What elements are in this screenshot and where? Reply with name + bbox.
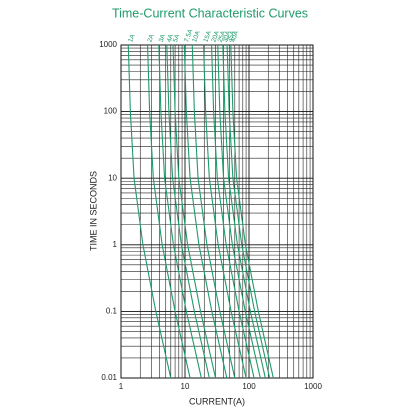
curve	[211, 44, 255, 379]
legend-label: 25A	[217, 29, 228, 43]
curve	[127, 44, 172, 379]
legend-label: 7.5A	[183, 28, 194, 44]
y-tick-label: 1	[113, 240, 118, 249]
legend-label: 4A	[166, 33, 176, 43]
x-tick-label: 100	[242, 382, 256, 391]
x-axis-label: CURRENT(A)	[189, 396, 245, 406]
legend-label: 40A	[230, 29, 241, 43]
curve	[147, 44, 191, 379]
curve	[191, 44, 236, 379]
legend-label: 3A	[158, 33, 168, 43]
curve	[203, 44, 247, 379]
legend-label: 10A	[191, 29, 202, 43]
curve	[226, 44, 271, 379]
curve	[183, 44, 228, 379]
legend-label: 15A	[202, 29, 213, 43]
x-tick-label: 10	[181, 382, 190, 391]
curve	[172, 44, 217, 379]
legend-label: 2A	[146, 33, 156, 43]
y-tick-label: 100	[104, 107, 118, 116]
x-tick-label: 1	[119, 382, 124, 391]
legend-label: 1A	[127, 33, 137, 43]
curve	[222, 44, 266, 379]
y-axis-label: TIME IN SECONDS	[88, 171, 98, 251]
y-tick-label: 1000	[99, 40, 117, 49]
y-tick-label: 0.1	[106, 307, 118, 316]
x-tick-label: 1000	[304, 382, 322, 391]
curve	[158, 44, 202, 379]
curve	[166, 44, 210, 379]
legend-label: 30A	[222, 29, 233, 43]
plot-frame	[120, 44, 314, 379]
y-tick-label: 10	[108, 173, 117, 182]
chart-title: Time-Current Characteristic Curves	[112, 6, 308, 20]
legend-label: 35A	[226, 29, 237, 43]
y-tick-label: 0.01	[101, 373, 117, 382]
curve	[217, 44, 261, 379]
legend-label: 5A	[172, 33, 182, 43]
legend-label: 20A	[210, 29, 221, 43]
curve	[230, 44, 274, 379]
